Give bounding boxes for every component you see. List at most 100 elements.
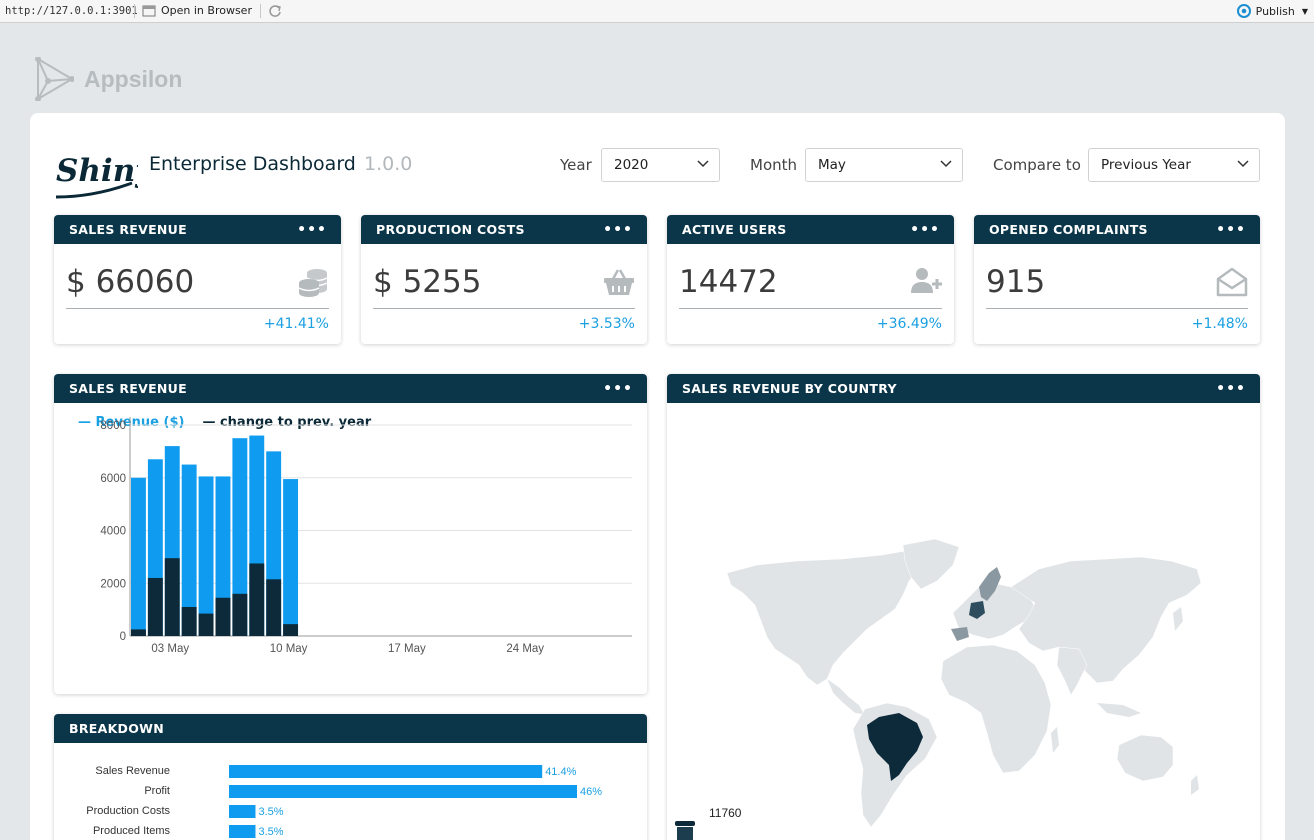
kpi-change: +41.41% bbox=[263, 316, 329, 332]
x-tick-label: 03 May bbox=[151, 643, 189, 655]
breakdown-bar bbox=[229, 785, 577, 798]
map-japan bbox=[1173, 607, 1183, 631]
x-tick-label: 24 May bbox=[506, 643, 544, 655]
y-tick-label: 4000 bbox=[100, 526, 126, 538]
map-africa bbox=[940, 644, 1052, 774]
browser-toolbar: http://127.0.0.1:3901 Open in Browser Pu… bbox=[0, 0, 1314, 23]
map-spain[interactable] bbox=[951, 627, 969, 641]
y-tick-label: 0 bbox=[120, 631, 126, 643]
y-tick-label: 6000 bbox=[100, 473, 126, 485]
publish-label: Publish bbox=[1255, 4, 1295, 18]
map-legend-value: 11760 bbox=[709, 806, 742, 820]
breakdown-label: Produced Items bbox=[93, 825, 171, 837]
change-bar bbox=[266, 579, 282, 636]
more-menu-icon[interactable]: ••• bbox=[603, 222, 633, 238]
kpi-title: OPENED COMPLAINTS bbox=[989, 222, 1148, 237]
breakdown-label: Sales Revenue bbox=[95, 765, 170, 777]
sales-revenue-chart: 0 2000 4000 6000 8000 03 May 10 May 17 May 24 Ma… bbox=[100, 417, 632, 655]
x-tick-label: 10 May bbox=[270, 643, 308, 655]
kpi-card-sales-revenue: SALES REVENUE ••• $ 66060 +41.41% bbox=[54, 215, 341, 344]
kpi-title: PRODUCTION COSTS bbox=[376, 222, 525, 237]
appsilon-logo: Appsilon bbox=[34, 57, 182, 101]
revenue-bar bbox=[215, 476, 231, 636]
compare-select[interactable]: Previous Year bbox=[1088, 148, 1260, 182]
kpi-value: $ 5255 bbox=[373, 264, 482, 300]
legend-revenue[interactable]: — Revenue ($) bbox=[78, 415, 185, 430]
map-card-header: SALES REVENUE BY COUNTRY ••• bbox=[667, 374, 1260, 403]
publish-button[interactable]: Publish ▼ bbox=[1236, 4, 1308, 18]
toolbar-divider bbox=[134, 4, 135, 18]
world-map[interactable] bbox=[667, 403, 1260, 840]
chart-title: SALES REVENUE bbox=[69, 381, 187, 396]
legend-change[interactable]: — change to prev. year bbox=[202, 415, 372, 430]
refresh-icon[interactable] bbox=[268, 4, 282, 18]
change-bar bbox=[147, 577, 163, 636]
map-title: SALES REVENUE BY COUNTRY bbox=[682, 381, 897, 396]
year-value: 2020 bbox=[614, 157, 649, 173]
change-bar bbox=[164, 558, 180, 636]
map-indonesia bbox=[1097, 703, 1141, 717]
map-legend-scale bbox=[677, 827, 693, 840]
revenue-bar bbox=[131, 477, 146, 636]
chevron-down-icon bbox=[1237, 160, 1249, 168]
kpi-divider bbox=[66, 308, 329, 309]
x-tick-label: 17 May bbox=[388, 643, 426, 655]
shiny-logo-text: Shiny bbox=[56, 153, 138, 189]
more-menu-icon[interactable]: ••• bbox=[1216, 222, 1246, 238]
kpi-title: ACTIVE USERS bbox=[682, 222, 787, 237]
y-tick-label: 2000 bbox=[100, 578, 126, 590]
map-north-america bbox=[726, 548, 930, 686]
map-germany[interactable] bbox=[969, 601, 985, 619]
kpi-change: +3.53% bbox=[578, 316, 635, 332]
more-menu-icon[interactable]: ••• bbox=[910, 222, 940, 238]
more-menu-icon[interactable]: ••• bbox=[297, 222, 327, 238]
kpi-card-opened-complaints: OPENED COMPLAINTS ••• 915 +1.48% bbox=[974, 215, 1260, 344]
breakdown-value: 41.4% bbox=[545, 766, 576, 778]
breakdown-bar bbox=[229, 825, 256, 838]
kpi-card-production-costs: PRODUCTION COSTS ••• $ 5255 +3.53% bbox=[361, 215, 647, 344]
toolbar-divider bbox=[260, 4, 261, 18]
month-label: Month bbox=[750, 156, 798, 174]
map-asia bbox=[1010, 556, 1202, 684]
map-brazil[interactable] bbox=[867, 713, 923, 781]
month-select[interactable]: May bbox=[805, 148, 963, 182]
map-madagascar bbox=[1051, 727, 1059, 753]
map-central-america bbox=[826, 678, 866, 716]
appsilon-mark-icon bbox=[35, 57, 74, 101]
open-in-browser-button[interactable]: Open in Browser bbox=[142, 4, 252, 17]
change-bar bbox=[283, 624, 299, 636]
map-india bbox=[1056, 646, 1088, 696]
kpi-value: 14472 bbox=[679, 264, 778, 300]
brand-name: Appsilon bbox=[84, 65, 183, 92]
revenue-bar bbox=[283, 479, 299, 636]
change-bar bbox=[198, 613, 214, 636]
kpi-card-active-users: ACTIVE USERS ••• 14472 +36.49% bbox=[667, 215, 954, 344]
month-value: May bbox=[818, 157, 846, 173]
y-tick-label: 8000 bbox=[100, 420, 126, 432]
change-bar bbox=[215, 597, 231, 636]
more-menu-icon[interactable]: ••• bbox=[603, 381, 633, 397]
more-menu-icon[interactable]: ••• bbox=[1216, 381, 1246, 397]
url-text[interactable]: http://127.0.0.1:3901 bbox=[5, 5, 138, 17]
window-icon bbox=[142, 5, 156, 16]
dashboard-panel: Shiny Enterprise Dashboard 1.0.0 Year 20… bbox=[30, 113, 1285, 840]
basket-icon bbox=[604, 269, 634, 295]
kpi-divider bbox=[373, 308, 635, 309]
breakdown-title: BREAKDOWN bbox=[69, 721, 165, 736]
kpi-divider bbox=[986, 308, 1248, 309]
kpi-value: 915 bbox=[986, 264, 1046, 300]
compare-value: Previous Year bbox=[1101, 157, 1191, 173]
breakdown-chart: Sales Revenue 41.4% Profit 46% Production Co… bbox=[86, 765, 602, 838]
user-plus-icon bbox=[911, 268, 942, 293]
year-select[interactable]: 2020 bbox=[601, 148, 720, 182]
breakdown-bar bbox=[229, 765, 543, 778]
kpi-card-header: SALES REVENUE ••• bbox=[54, 215, 341, 244]
compare-label: Compare to bbox=[993, 156, 1081, 174]
kpi-change: +36.49% bbox=[876, 316, 942, 332]
breakdown-value: 3.5% bbox=[258, 806, 283, 818]
chevron-down-icon bbox=[697, 160, 709, 168]
map-scandinavia[interactable] bbox=[979, 567, 1001, 601]
revenue-bar bbox=[181, 464, 197, 636]
kpi-card-header: OPENED COMPLAINTS ••• bbox=[974, 215, 1260, 244]
map-australia bbox=[1116, 734, 1174, 782]
